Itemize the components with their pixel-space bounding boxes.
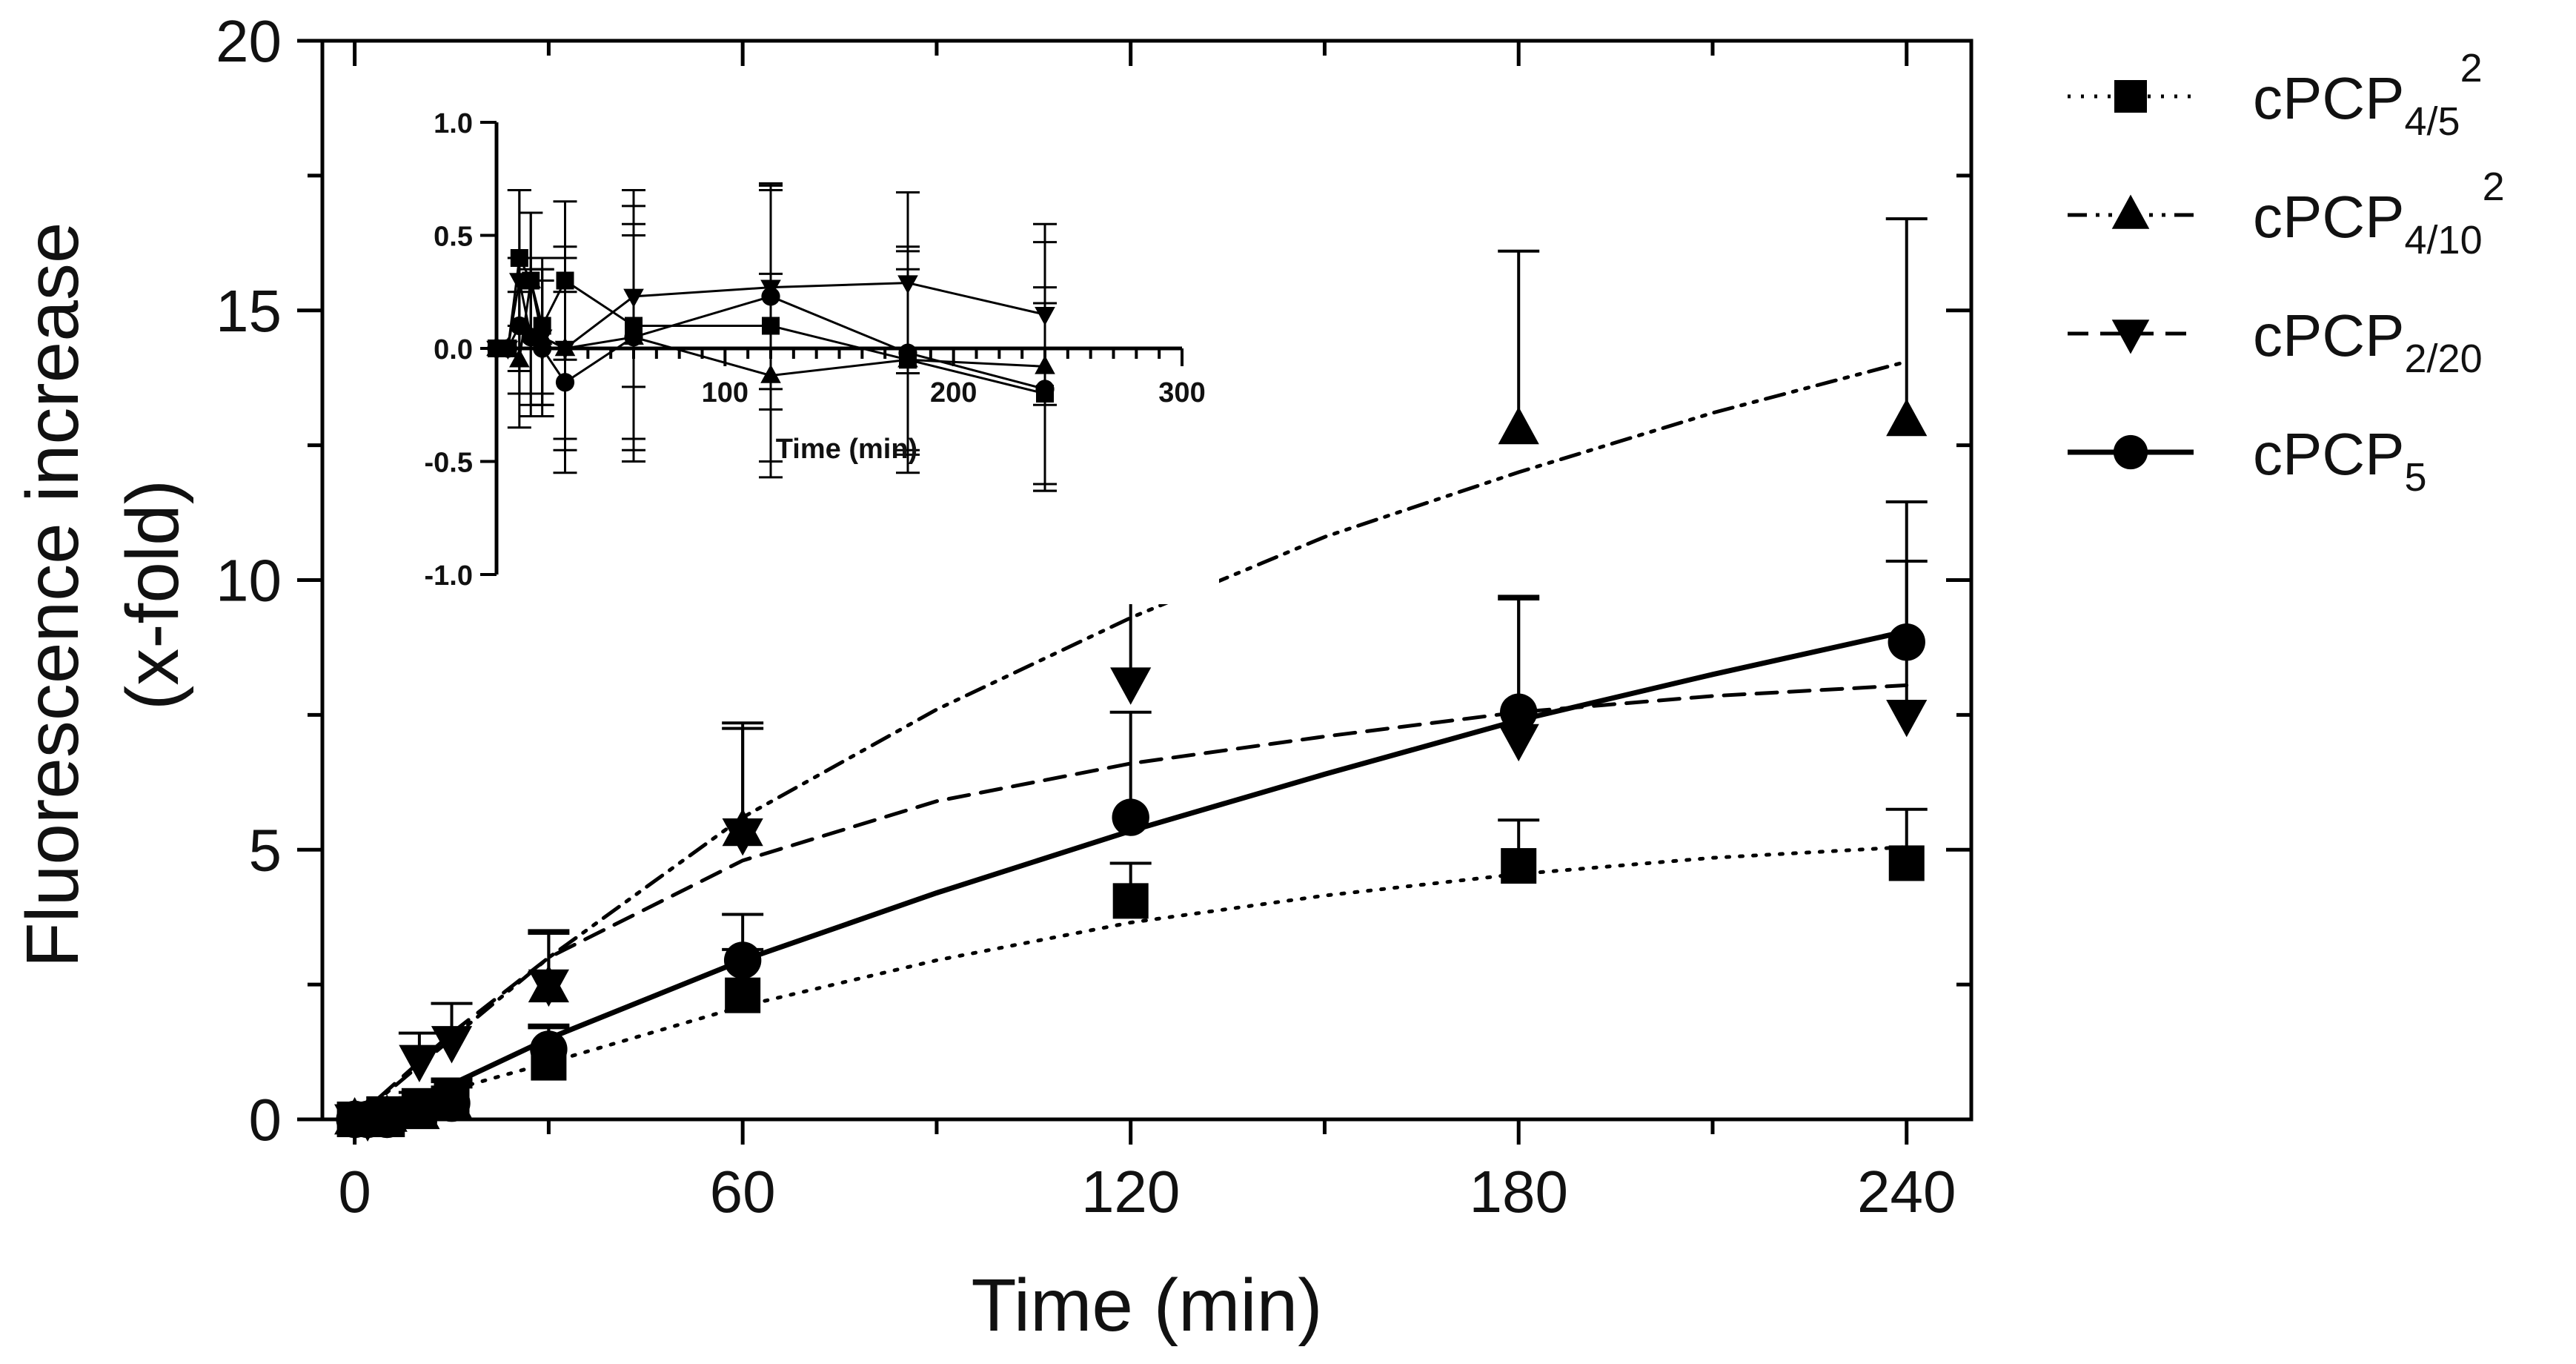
data-point-triangle-up [1886,398,1928,437]
inset-series-line-4 [497,295,1046,391]
data-point-circle [723,941,762,979]
y-tick-label: 5 [249,817,282,883]
main-fit-curves [352,360,1910,1122]
legend: cPCP4/52 cPCP4/102 cPCP2/20 cPCP5 [2068,46,2505,500]
inset-point-circle [898,343,917,362]
main-plot-frame [297,39,1974,1145]
data-point-circle [433,1084,471,1122]
y-axis-label-line1: Fluorescence increase [11,222,94,967]
fit-curve-4 [352,629,1910,1122]
y-tick-label: 0 [249,1087,282,1153]
inset-background [489,107,1219,604]
data-point-triangle-down [1110,667,1152,705]
fit-curve-2 [353,360,1909,1122]
data-point-triangle-up [1498,406,1539,445]
legend-label-4: cPCP5 [2253,421,2427,500]
legend-marker-triangle-down [2111,320,2150,354]
main-data-points [334,398,1928,1142]
x-tick-label: 0 [338,1159,371,1225]
fit-curve-3 [353,683,1909,1122]
data-point-square [725,977,761,1013]
inset-point-circle [555,373,575,392]
y-axis-label-line2: (x-fold) [111,480,194,710]
data-point-triangle-down [528,969,569,1007]
legend-label-1: cPCP4/52 [2253,46,2483,144]
legend-label-3: cPCP2/20 [2253,302,2483,381]
inset-x-tick-label: 300 [1158,377,1205,408]
legend-marker-circle [2113,434,2148,470]
y-tick-label: 10 [216,548,282,614]
y-tick-label: 15 [216,278,282,344]
data-point-circle [1500,693,1538,731]
inset-y-tick-label: -0.5 [425,448,473,479]
inset-x-axis-label: Time (min) [776,434,917,465]
data-point-square [1501,848,1537,884]
data-point-circle [1888,623,1925,661]
legend-marker-square [2114,80,2147,113]
x-tick-label: 240 [1857,1159,1956,1225]
inset-x-tick-label: 100 [702,377,748,408]
inset-series-line-1 [497,254,1046,395]
data-point-triangle-down [431,1026,473,1064]
inset-chart: 1.0 0.5 0.0 -0.5 -1.0 100 200 300 [425,107,1219,604]
inset-point-circle [510,316,529,336]
data-point-square [1112,883,1149,919]
data-point-square [1888,845,1925,881]
y-tick-label: 20 [216,8,282,74]
inset-point-circle [1035,380,1055,399]
inset-x-tick-label: 200 [930,377,977,408]
data-point-triangle-down [1498,724,1539,762]
data-point-triangle-down [1886,699,1928,738]
data-point-circle [400,1090,439,1128]
data-point-triangle-down [722,818,763,856]
legend-label-2: cPCP4/102 [2253,165,2505,262]
x-tick-label: 180 [1469,1159,1567,1225]
inset-point-circle [761,287,780,306]
data-point-circle [368,1100,406,1139]
data-point-circle [530,1030,568,1068]
inset-series-line-3 [497,280,1046,350]
inset-point-circle [498,339,518,358]
x-tick-label: 60 [710,1159,776,1225]
x-axis-label: Time (min) [971,1264,1322,1347]
data-point-circle [1112,798,1149,836]
inset-y-tick-label: -1.0 [425,560,473,592]
legend-marker-triangle-up [2111,194,2150,229]
inset-point-circle [624,328,643,347]
main-tick-labels: 0 60 120 180 240 0 5 10 15 20 [216,8,1956,1225]
data-point-triangle-down [399,1044,440,1082]
inset-y-tick-label: 1.0 [434,108,473,139]
inset-y-tick-label: 0.5 [434,222,473,253]
inset-point-circle [521,328,540,347]
inset-point-circle [533,339,552,358]
inset-y-tick-label: 0.0 [434,334,473,365]
x-tick-label: 120 [1081,1159,1180,1225]
